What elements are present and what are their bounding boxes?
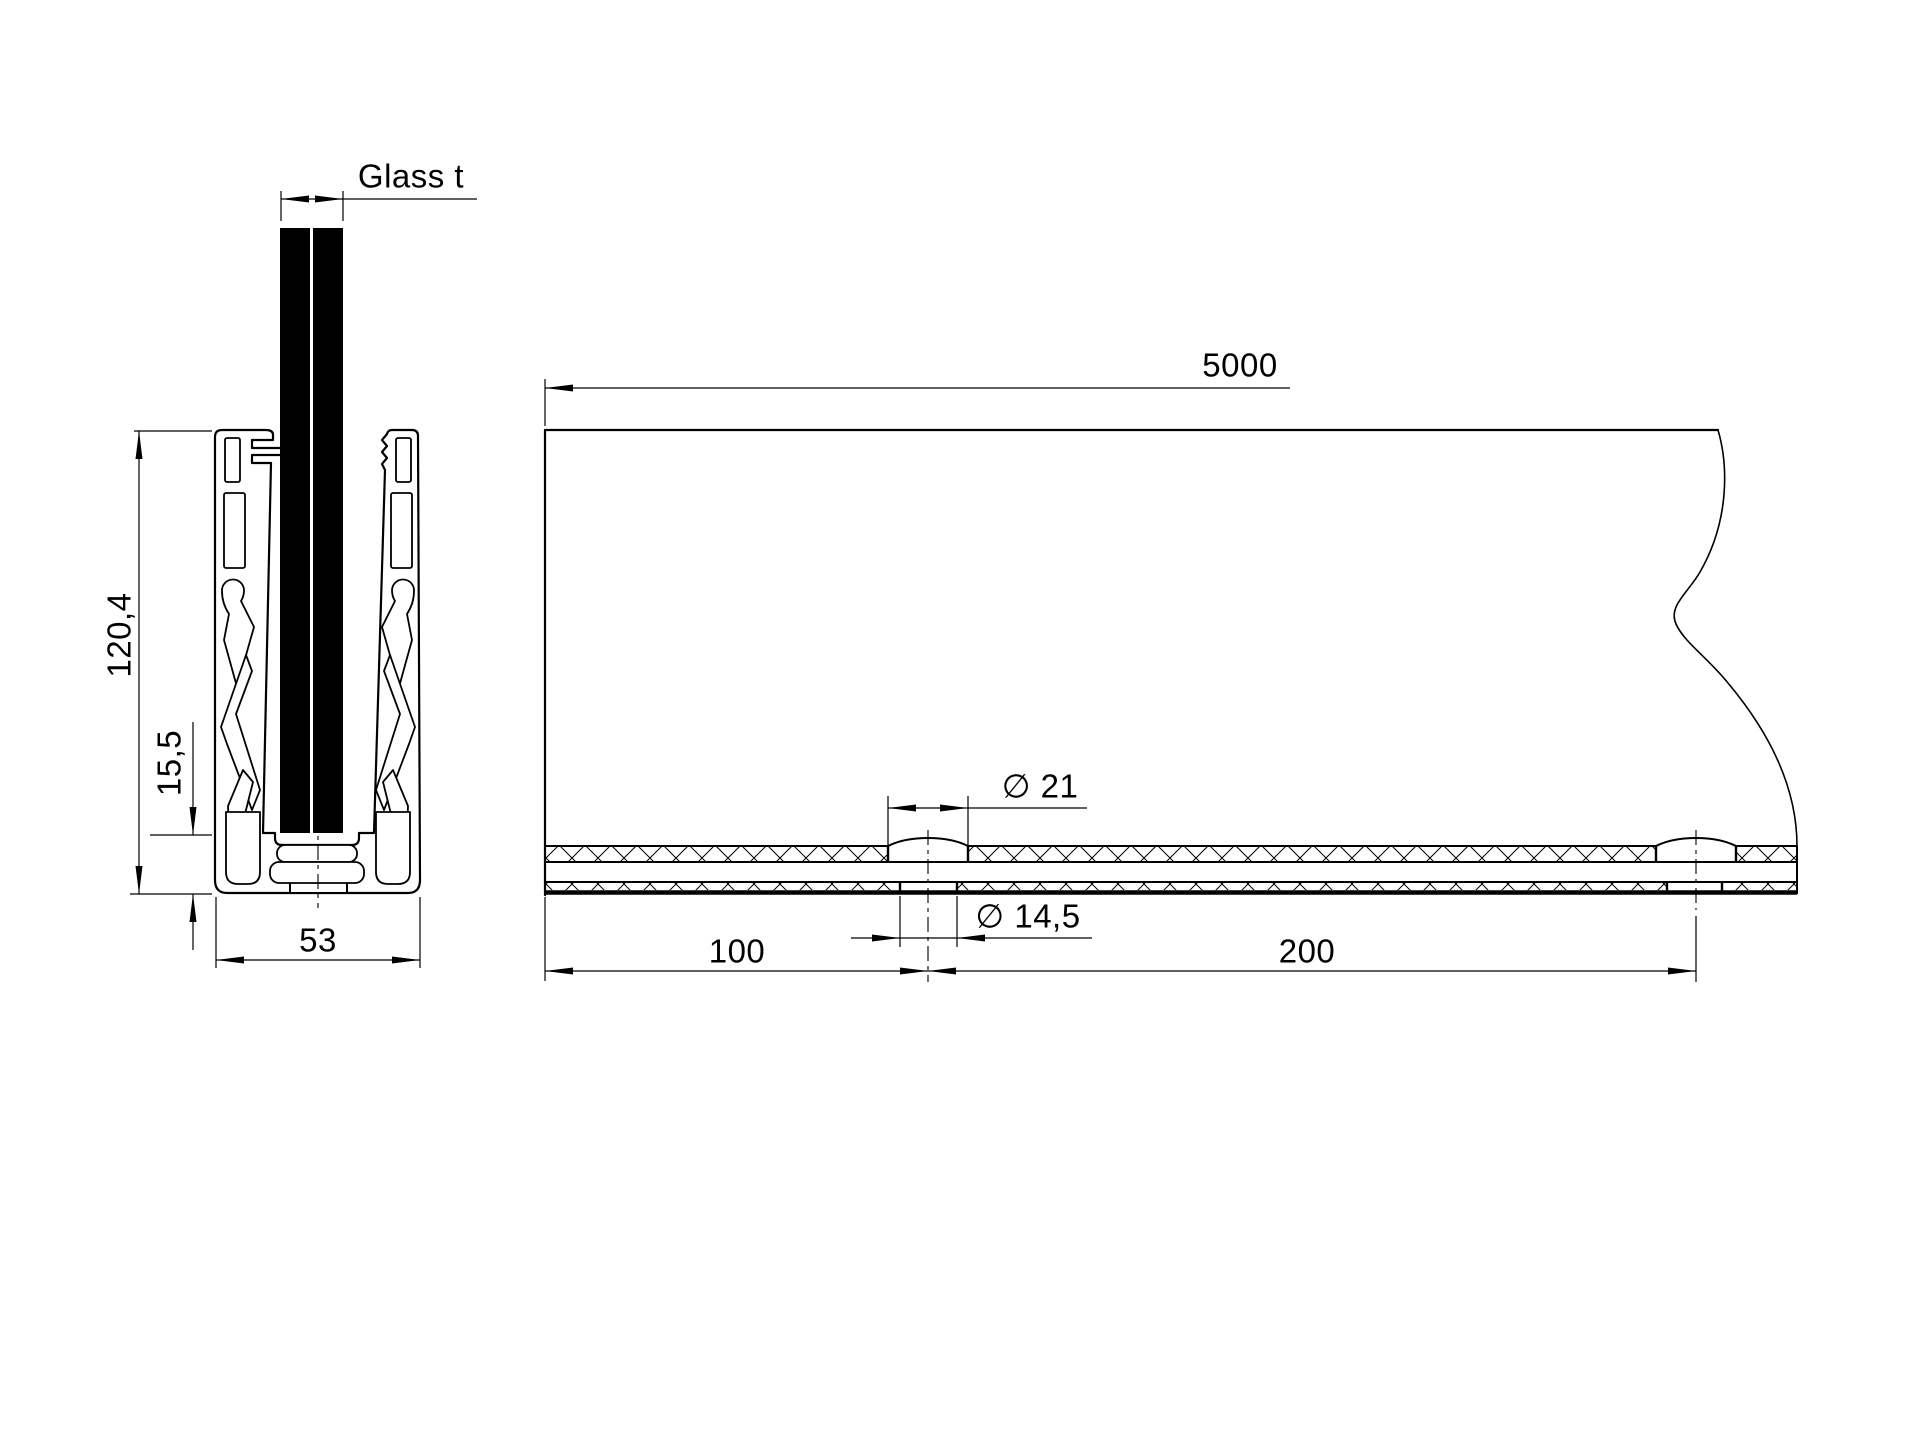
glass-pane-left xyxy=(280,228,310,833)
glass-thickness-label: Glass t xyxy=(357,157,465,195)
dim-profile-width xyxy=(215,897,421,968)
dimensions xyxy=(130,191,1697,982)
dim-hole-dia xyxy=(851,896,1092,947)
dart-cavity xyxy=(220,654,261,811)
glass-pane-right xyxy=(313,228,343,833)
wall-cavities xyxy=(220,437,261,885)
break-line xyxy=(1673,429,1798,847)
wall-cavities-mirror xyxy=(375,437,416,885)
base-height-label: 15,5 xyxy=(150,729,188,797)
cross-section-view xyxy=(213,228,422,908)
profile-body xyxy=(213,428,422,895)
dim-length xyxy=(544,379,1290,426)
edge-offset-label: 100 xyxy=(708,932,766,970)
keyhole-cavity xyxy=(221,578,255,688)
dim-base-height xyxy=(150,722,212,950)
setting-block xyxy=(276,844,358,863)
base-chamber xyxy=(269,861,365,884)
dim-edge-offset xyxy=(544,897,928,981)
hole-dia-label: ∅ 14,5 xyxy=(975,897,1081,935)
foot-cavity xyxy=(225,811,261,885)
dim-glass-thickness xyxy=(280,191,477,221)
dim-counterbore-dia xyxy=(887,796,1087,845)
dim-hole-pitch xyxy=(928,916,1697,982)
length-label: 5000 xyxy=(1202,346,1278,384)
side-elevation-view xyxy=(543,428,1798,982)
hole-pitch-label: 200 xyxy=(1278,932,1336,970)
profile-width-label: 53 xyxy=(299,921,337,959)
dim-profile-height xyxy=(130,430,212,895)
counterbore-dia-label: ∅ 21 xyxy=(1001,767,1079,805)
profile-height-label: 120,4 xyxy=(100,592,138,678)
